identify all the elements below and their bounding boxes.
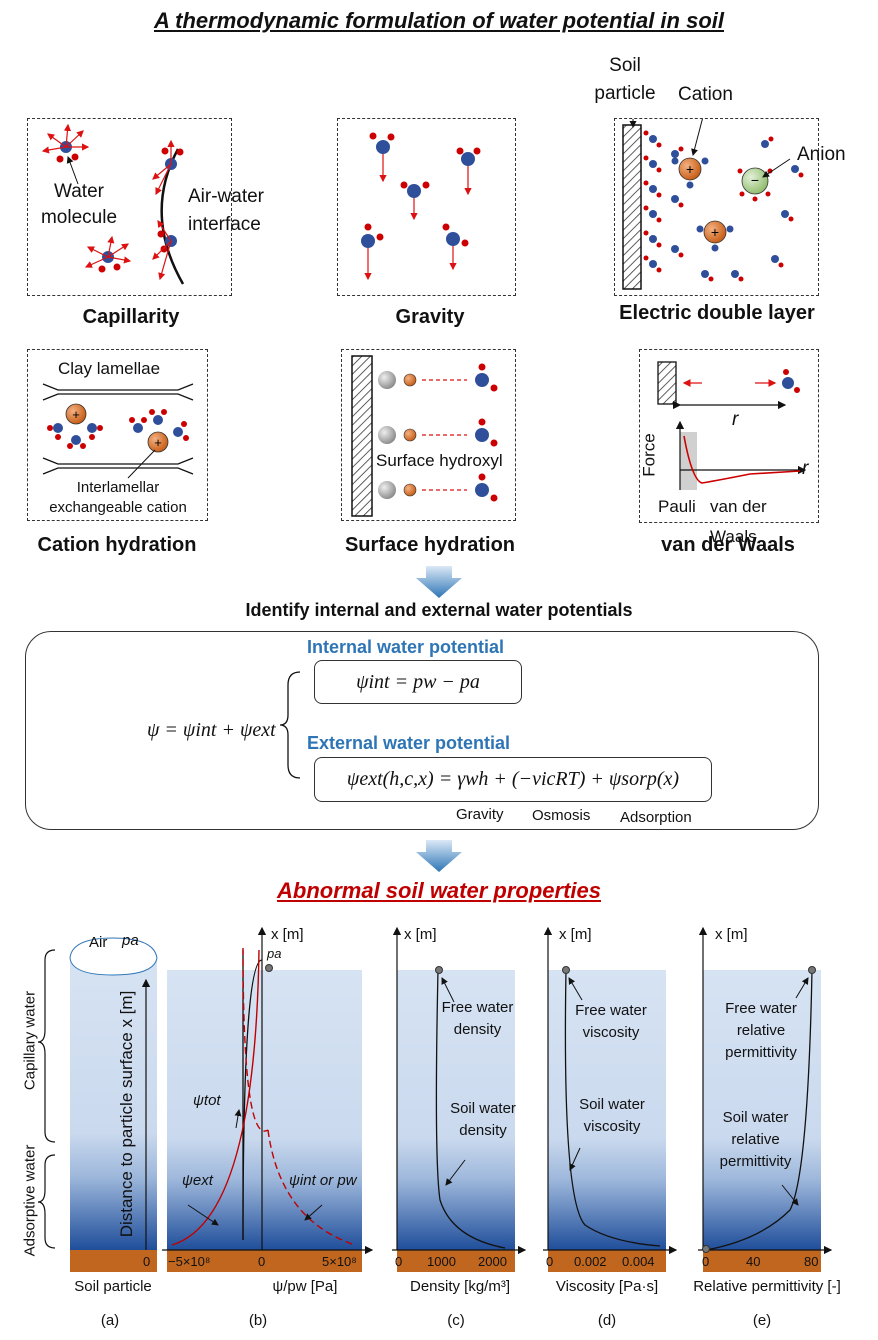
capillary-water-label: Capillary water [21, 990, 39, 1091]
tick-c-2: 2000 [478, 1254, 507, 1269]
interlamellar-label: Interlamellar exchangeable cation [49, 479, 187, 516]
tick-d-2: 0.004 [622, 1254, 655, 1269]
water-molecule-icon [41, 123, 90, 163]
soil-density-label: Soil water density [450, 1100, 516, 1139]
edl-illustration: + + − [622, 108, 804, 290]
equation-box [25, 631, 819, 830]
xlabel-c: Density [kg/m³] [409, 1278, 511, 1295]
cation-hydration-caption: Cation hydration [37, 534, 197, 556]
external-equation: ψext(h,c,x) = γwh + (−νicRT) + ψsorp(x) [314, 757, 712, 802]
tick-e-0: 0 [702, 1254, 710, 1269]
vdw-panel: r r Force Pauli van der Waals [639, 349, 819, 546]
air-label: Air [89, 934, 108, 951]
tick-c-0: 0 [395, 1254, 403, 1269]
surface-hydration-illustration [351, 355, 498, 517]
panel-id-d: (d) [597, 1312, 617, 1329]
x-label-c: x [m] [404, 926, 437, 943]
capillarity-panel: Water molecule Air-water interface [27, 118, 264, 296]
vdw-illustration [657, 361, 807, 490]
vdw-region-label: van der Waals [710, 497, 767, 546]
gravity-caption: Gravity [395, 306, 465, 328]
tick-a-0: 0 [143, 1254, 151, 1269]
page-title: A thermodynamic formulation of water pot… [153, 8, 724, 33]
soil-particle-label: Soil particle [594, 55, 656, 104]
surface-hydration-caption: Surface hydration [344, 534, 516, 556]
surface-hydration-panel: Surface hydroxyl [341, 349, 516, 521]
cation-hydration-illustration: + + [42, 383, 194, 479]
tick-d-0: 0 [546, 1254, 554, 1269]
panel-id-b: (b) [248, 1312, 268, 1329]
abnormal-title: Abnormal soil water properties [277, 878, 601, 903]
gravity-term-label: Gravity [456, 806, 504, 823]
x-label-e: x [m] [715, 926, 748, 943]
panel-id-c: (c) [447, 1312, 465, 1329]
soil-water-profiles [37, 926, 833, 1272]
identify-heading: Identify internal and external water pot… [245, 600, 633, 620]
svg-text:−: − [751, 172, 759, 188]
clay-lamellae-label: Clay lamellae [58, 359, 161, 378]
internal-title: Internal water potential [307, 637, 505, 657]
total-equation: ψ = ψint + ψext [147, 719, 276, 741]
vdw-r-axis: r [802, 458, 809, 479]
water-molecule-label: Water molecule [40, 181, 118, 228]
cation-hydration-panel: + + Clay lamellae Interlamellar exchange… [27, 349, 208, 521]
svg-text:+: + [72, 407, 80, 422]
x-label-d: x [m] [559, 926, 592, 943]
anion-label: Anion [797, 144, 846, 165]
internal-equation: ψint = pw − pa [314, 660, 522, 704]
surface-hydroxyl-label: Surface hydroxyl [376, 451, 503, 470]
tick-b-0: 0 [258, 1254, 266, 1269]
edl-panel: + + − [614, 108, 819, 296]
soil-viscosity-label: Soil water viscosity [579, 1096, 645, 1135]
svg-text:+: + [154, 435, 162, 450]
xlabel-d: Viscosity [Pa·s] [555, 1278, 659, 1295]
down-arrow-icon [416, 566, 462, 598]
adsorptive-water-label: Adsorptive water [21, 1144, 39, 1257]
tick-e-1: 40 [746, 1254, 761, 1269]
panel-id-a: (a) [100, 1312, 120, 1329]
down-arrow-icon [416, 840, 462, 872]
gravity-illustration [361, 132, 481, 281]
vdw-caption: van der Waals [661, 534, 795, 556]
free-permittivity-label: Free water relative permittivity [725, 1000, 797, 1061]
external-title: External water potential [307, 733, 511, 753]
psi-int-label: ψint or pw [289, 1172, 357, 1189]
pa-point-label: pa [267, 946, 282, 961]
pauli-label: Pauli [658, 497, 696, 516]
air-pa-label: pa [122, 932, 139, 949]
panel-id-e: (e) [752, 1312, 772, 1329]
tick-d-1: 0.002 [574, 1254, 607, 1269]
tick-b-pos: 5×10⁸ [322, 1254, 357, 1269]
free-viscosity-label: Free water viscosity [575, 1002, 647, 1041]
edl-caption: Electric double layer [619, 302, 815, 324]
tick-b-neg: −5×10⁸ [168, 1254, 211, 1269]
free-density-label: Free water density [441, 999, 514, 1038]
svg-text:+: + [711, 224, 719, 240]
cation-label: Cation [678, 84, 733, 105]
xlabel-a: Soil particle [74, 1278, 152, 1295]
air-water-interface-label: Air-water interface [188, 186, 265, 235]
psi-tot-label: ψtot [193, 1092, 221, 1109]
psi-ext-label: ψext [182, 1172, 213, 1189]
x-label-b: x [m] [271, 926, 304, 943]
xlabel-b: ψ/pw [Pa] [272, 1278, 338, 1295]
vdw-r-top: r [732, 409, 739, 430]
brace-icon [280, 671, 301, 779]
vdw-force-label: Force [639, 433, 659, 477]
capillarity-illustration [41, 123, 185, 285]
svg-text:+: + [686, 161, 694, 177]
soil-permittivity-label: Soil water relative permittivity [719, 1109, 792, 1170]
osmosis-term-label: Osmosis [532, 807, 591, 824]
adsorption-term-label: Adsorption [620, 809, 692, 826]
xlabel-e: Relative permittivity [-] [693, 1278, 841, 1295]
distance-axis-label: Distance to particle surface x [m] [117, 990, 136, 1238]
gravity-panel [337, 118, 516, 296]
tick-c-1: 1000 [427, 1254, 456, 1269]
capillarity-caption: Capillarity [82, 306, 180, 328]
tick-e-2: 80 [804, 1254, 819, 1269]
